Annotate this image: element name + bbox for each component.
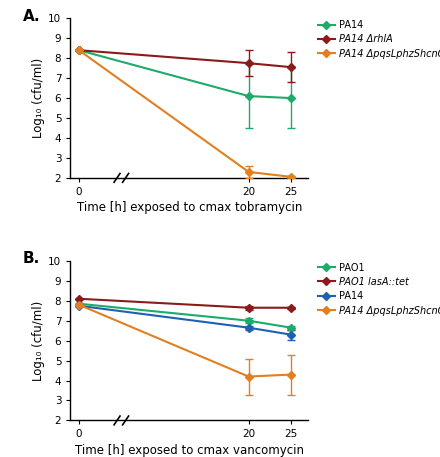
X-axis label: Time [h] exposed to cmax vancomycin: Time [h] exposed to cmax vancomycin bbox=[75, 444, 304, 457]
Y-axis label: Log₁₀ (cfu/ml): Log₁₀ (cfu/ml) bbox=[33, 58, 45, 138]
Text: A.: A. bbox=[23, 9, 40, 24]
X-axis label: Time [h] exposed to cmax tobramycin: Time [h] exposed to cmax tobramycin bbox=[77, 201, 302, 214]
Y-axis label: Log₁₀ (cfu/ml): Log₁₀ (cfu/ml) bbox=[33, 301, 45, 381]
Legend: PAO1, PAO1 lasA::tet, PA14, PA14 ΔpqsLphzShcnC: PAO1, PAO1 lasA::tet, PA14, PA14 ΔpqsLph… bbox=[318, 262, 440, 316]
Text: B.: B. bbox=[23, 251, 40, 266]
Legend: PA14, PA14 ΔrhlA, PA14 ΔpqsLphzShcnC: PA14, PA14 ΔrhlA, PA14 ΔpqsLphzShcnC bbox=[318, 20, 440, 58]
